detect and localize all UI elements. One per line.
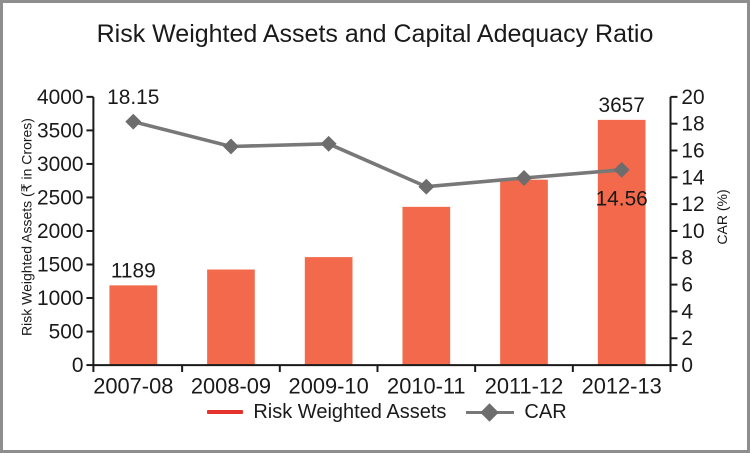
x-axis-category-label: 2007-08 bbox=[93, 373, 173, 398]
data-label: 14.56 bbox=[596, 188, 648, 211]
left-axis-tick-label: 1000 bbox=[37, 287, 83, 310]
left-axis-tick-label: 1500 bbox=[37, 253, 83, 276]
axis-lines bbox=[92, 96, 672, 367]
left-axis-tick-label: 2000 bbox=[37, 220, 83, 243]
right-axis-tick-label: 18 bbox=[681, 113, 704, 136]
chart-title: Risk Weighted Assets and Capital Adequac… bbox=[96, 20, 654, 48]
legend: Risk Weighted Assets CAR bbox=[15, 399, 747, 425]
car-marker-diamond-icon bbox=[320, 135, 337, 152]
legend-label: Risk Weighted Assets bbox=[253, 401, 447, 423]
x-axis-category-label: 2008-09 bbox=[191, 373, 271, 398]
right-axis-tick-label: 14 bbox=[681, 166, 704, 189]
legend-label: CAR bbox=[524, 401, 567, 423]
car-line bbox=[132, 119, 622, 189]
legend-diamond-icon bbox=[480, 402, 500, 422]
left-axis-tick-label: 500 bbox=[49, 320, 84, 343]
left-axis-tick-label: 3000 bbox=[37, 153, 83, 176]
chart-canvas: 0 500 1000 1500 2000 2500 3000 3500 4000 0 2 4 6 8 10 1… bbox=[37, 86, 705, 399]
left-axis-tick-label: 4000 bbox=[37, 86, 83, 109]
car-marker-diamond-icon bbox=[223, 138, 239, 155]
right-axis-tick-label: 0 bbox=[681, 354, 693, 377]
car-marker-diamond-icon bbox=[418, 178, 435, 195]
legend-line-swatch bbox=[207, 410, 244, 414]
left-axis-title: Risk Weighted Assets (₹ in Crores) bbox=[18, 118, 35, 336]
legend-item-risk-weighted-assets: Risk Weighted Assets bbox=[207, 399, 446, 425]
left-axis-tick-label: 3500 bbox=[37, 119, 83, 142]
bar-risk-weighted-assets bbox=[304, 257, 353, 366]
legend-item-car: CAR bbox=[466, 399, 567, 425]
bar-risk-weighted-assets bbox=[597, 119, 646, 366]
data-label: 1189 bbox=[111, 259, 156, 282]
right-axis-tick-label: 2 bbox=[681, 327, 693, 350]
legend-diamond-line-swatch bbox=[466, 402, 515, 422]
right-axis-tick-label: 16 bbox=[681, 139, 704, 162]
right-axis-tick-label: 20 bbox=[681, 86, 704, 109]
x-axis-category-label: 2010-11 bbox=[387, 373, 466, 398]
left-axis-tick-label: 2500 bbox=[37, 186, 83, 209]
car-marker-diamond-icon bbox=[125, 113, 142, 130]
x-axis-category-label: 2011-12 bbox=[485, 373, 564, 398]
right-axis-tick-label: 12 bbox=[681, 193, 704, 216]
x-axis-category-label: 2009-10 bbox=[289, 373, 369, 398]
data-label: 3657 bbox=[598, 94, 644, 117]
bar-risk-weighted-assets bbox=[207, 269, 255, 366]
right-axis-tick-label: 6 bbox=[681, 274, 693, 297]
left-axis-tick-label: 0 bbox=[72, 354, 84, 377]
data-label: 18.15 bbox=[107, 86, 159, 109]
bar-risk-weighted-assets bbox=[109, 285, 158, 366]
right-axis-title: CAR (%) bbox=[714, 189, 730, 245]
right-axis-tick-label: 10 bbox=[681, 220, 704, 243]
right-axis-tick-label: 8 bbox=[681, 247, 693, 270]
bar-risk-weighted-assets bbox=[500, 179, 548, 366]
bar-risk-weighted-assets bbox=[402, 206, 451, 366]
right-axis-tick-label: 4 bbox=[681, 300, 693, 323]
x-axis-category-label: 2012-13 bbox=[582, 373, 662, 398]
